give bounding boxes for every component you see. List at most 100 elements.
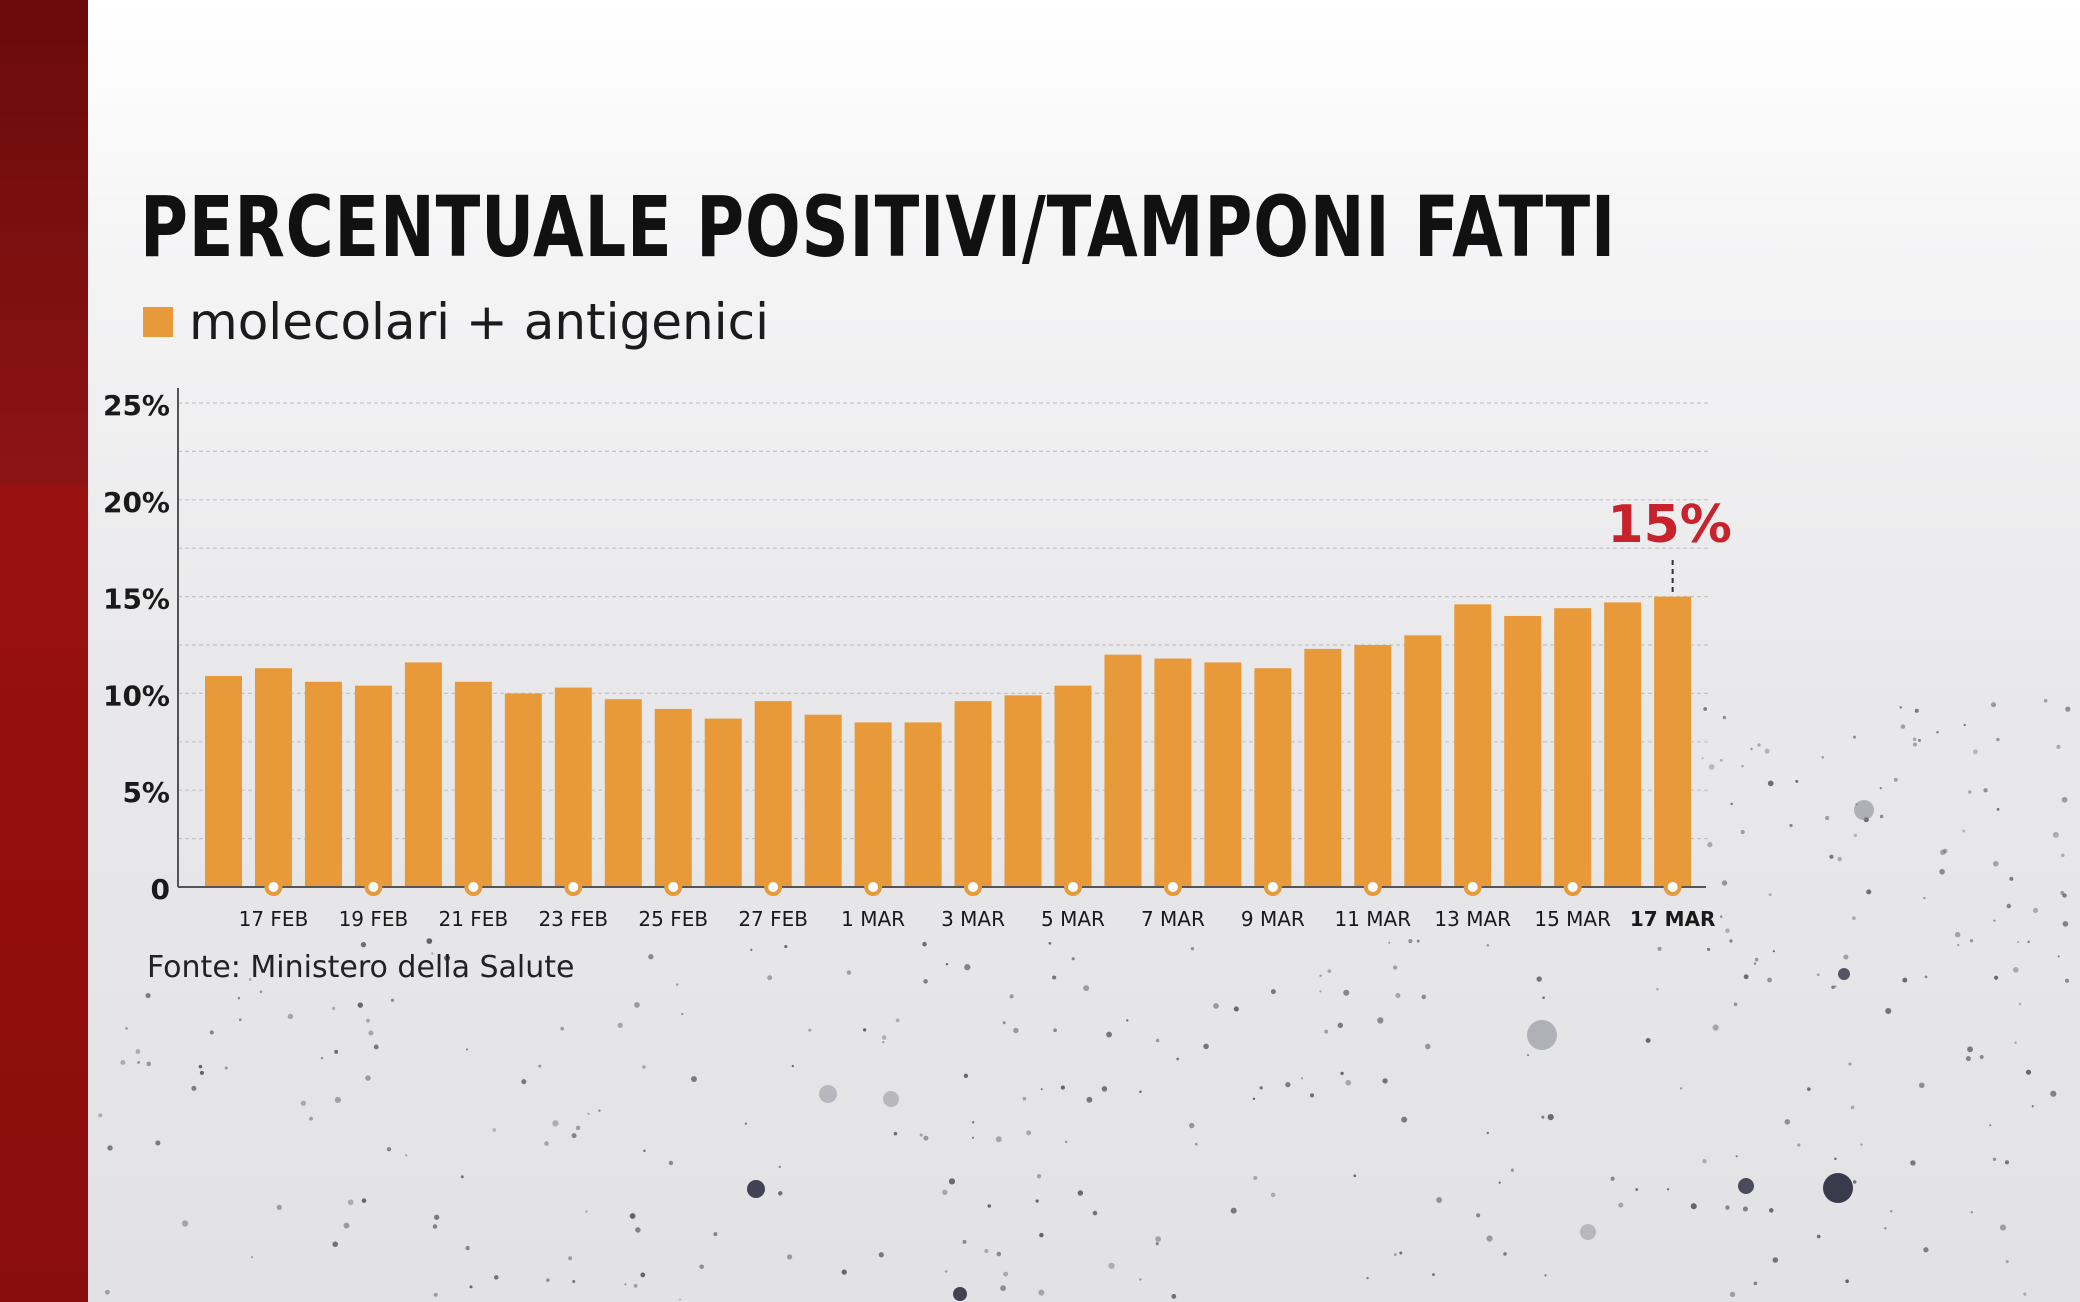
background-dot: [1924, 975, 1928, 979]
background-dot: [1009, 994, 1014, 999]
background-dot: [135, 1049, 141, 1054]
background-dot: [1936, 730, 1939, 734]
background-dot: [819, 1085, 837, 1103]
background-dot: [250, 1256, 254, 1259]
background-dot: [1108, 1262, 1115, 1269]
background-dot: [585, 1210, 588, 1213]
bar: [554, 687, 592, 887]
background-dot: [1706, 947, 1711, 951]
background-dot: [1083, 985, 1090, 992]
background-dot: [1721, 880, 1728, 886]
background-dot: [1703, 707, 1708, 711]
background-dot: [1155, 1242, 1159, 1246]
background-dot: [1939, 868, 1945, 875]
background-dot: [1541, 1115, 1545, 1119]
background-dot: [1139, 1090, 1142, 1094]
background-dot: [791, 1064, 795, 1068]
background-dot: [1845, 1279, 1849, 1284]
background-dot: [1784, 1119, 1791, 1125]
background-dot: [984, 1249, 989, 1253]
background-dot: [668, 1160, 674, 1166]
y-tick-label: 0: [151, 873, 170, 906]
background-dot: [1735, 1155, 1738, 1158]
background-dot: [125, 1027, 128, 1030]
background-dot: [1769, 1208, 1774, 1213]
background-dot: [1829, 854, 1834, 859]
background-dot: [895, 1018, 900, 1023]
background-dot: [544, 1141, 549, 1146]
background-dot: [1060, 1085, 1065, 1090]
background-dot: [1990, 702, 1997, 708]
background-dot: [987, 1204, 992, 1208]
background-dot: [1319, 974, 1322, 977]
background-dot: [2060, 890, 2065, 895]
background-dot: [2062, 921, 2069, 927]
background-dot: [1738, 1178, 1754, 1194]
background-dot: [357, 1002, 364, 1008]
background-dot: [617, 1022, 623, 1028]
background-dot: [642, 1065, 646, 1069]
background-dot: [1860, 1143, 1863, 1146]
bar: [1604, 602, 1642, 887]
background-dot: [1838, 968, 1850, 980]
background-dot: [923, 979, 928, 984]
background-dot: [786, 1254, 793, 1260]
background-dot: [2065, 706, 2071, 712]
background-dot: [690, 1076, 697, 1083]
background-dot: [1834, 1157, 1837, 1161]
background-dot: [493, 1275, 499, 1280]
background-dot: [681, 1012, 684, 1015]
background-dot: [1795, 779, 1799, 783]
background-dot: [808, 1028, 812, 1032]
bar: [754, 701, 792, 887]
background-dot: [777, 1191, 783, 1196]
background-dot: [1852, 916, 1856, 920]
background-dot: [2005, 1260, 2009, 1264]
background-dot: [1026, 1130, 1032, 1136]
background-dot: [1233, 1006, 1239, 1012]
background-dot: [1767, 780, 1774, 787]
x-tick-marker: [1363, 878, 1382, 896]
background-dot: [1052, 975, 1057, 980]
background-dot: [1340, 1071, 1344, 1076]
background-dot: [2006, 903, 2012, 909]
background-dot: [1324, 1029, 1329, 1034]
x-tick-label: 17 MAR: [1630, 907, 1716, 931]
background-dot: [1993, 919, 1996, 922]
background-dot: [1789, 823, 1793, 828]
background-dot: [560, 1026, 564, 1031]
background-dot: [426, 938, 433, 944]
x-tick-marker: [564, 878, 583, 896]
background-dot: [1719, 758, 1723, 762]
background-dot: [460, 1175, 464, 1179]
background-dot: [1740, 829, 1745, 835]
background-dot: [624, 1283, 627, 1286]
x-tick-marker: [864, 878, 883, 896]
background-dot: [465, 1245, 470, 1251]
background-dot: [1542, 996, 1545, 999]
x-tick-label: 1 MAR: [841, 907, 905, 931]
background-dot: [2056, 744, 2061, 750]
background-dot: [1848, 1062, 1852, 1066]
background-dot: [1918, 1082, 1925, 1089]
bar: [1504, 615, 1542, 887]
background-dot: [568, 1256, 573, 1261]
background-dot: [2031, 1105, 2034, 1108]
x-tick-label: 9 MAR: [1241, 907, 1305, 931]
background-dot: [1436, 1197, 1443, 1204]
background-dot: [107, 1145, 113, 1151]
background-dot: [386, 1147, 392, 1152]
background-dot: [1993, 975, 1999, 980]
background-dot: [1823, 1173, 1853, 1203]
bar: [1204, 662, 1242, 887]
bar: [604, 699, 642, 887]
background-dot: [1526, 1054, 1530, 1057]
background-dot: [1053, 1028, 1057, 1033]
background-dot: [1155, 1236, 1161, 1242]
legend-label: molecolari + antigenici: [189, 293, 769, 351]
background-dot: [1421, 994, 1427, 1000]
background-dot: [334, 1096, 342, 1104]
background-dot: [1544, 1274, 1547, 1277]
background-dot: [1729, 1291, 1736, 1298]
bar: [404, 662, 442, 887]
